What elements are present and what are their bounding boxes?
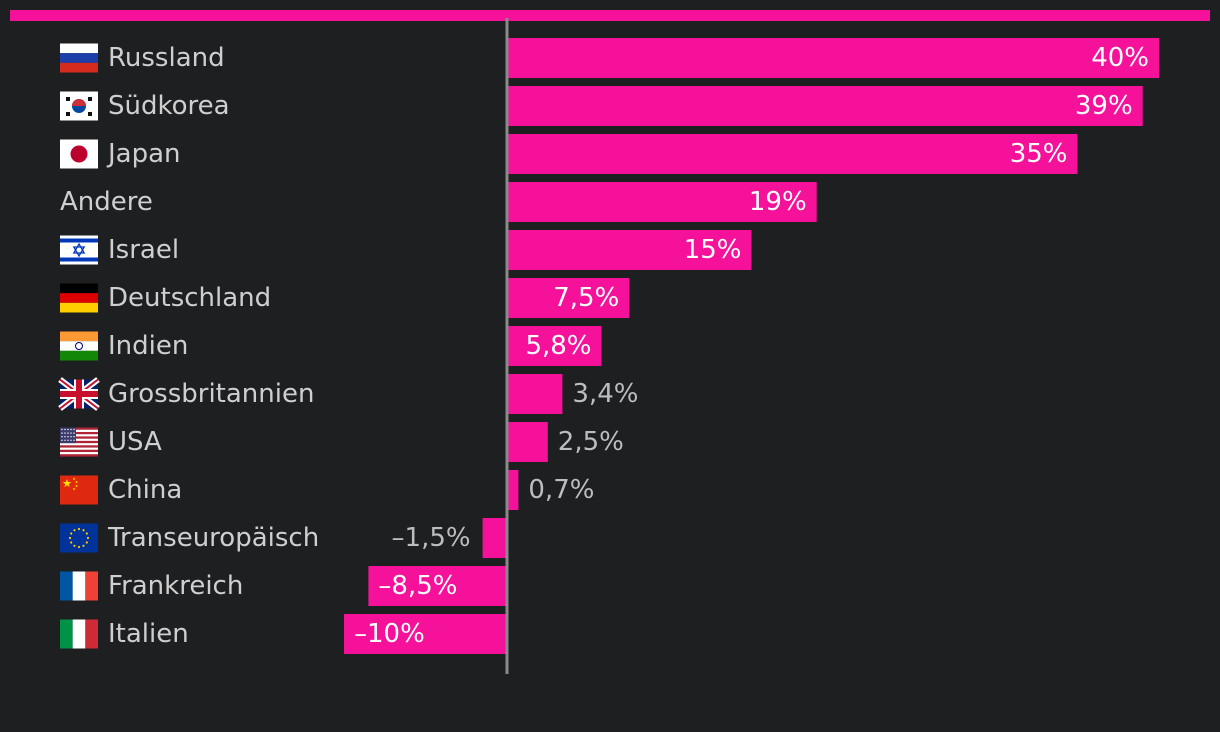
top-accent-bar — [10, 10, 1210, 21]
category-label-grossbritannien: Grossbritannien — [108, 379, 314, 409]
bar-deutschland — [507, 278, 630, 318]
value-label-indien: 5,8% — [525, 331, 591, 361]
category-label-italien: Italien — [108, 619, 189, 649]
labels-group: Russland 40% Südkorea 39% Japan 35% Andere 19% I… — [58, 43, 1149, 649]
category-label-indien: Indien — [108, 331, 188, 361]
japan-flag-icon — [60, 139, 98, 169]
italy-flag-icon — [60, 619, 98, 649]
value-label-china: 0,7% — [528, 475, 594, 505]
category-label-china: China — [108, 475, 182, 505]
south-korea-flag-icon — [60, 91, 98, 121]
category-label-andere: Andere — [60, 187, 153, 217]
value-label-grossbritannien: 3,4% — [572, 379, 638, 409]
category-label-japan: Japan — [106, 139, 181, 169]
bar-russland — [507, 38, 1159, 78]
value-label-usa: 2,5% — [558, 427, 624, 457]
value-label-deutschland: 7,5% — [553, 283, 619, 313]
india-flag-icon — [60, 331, 98, 361]
bar-israel — [507, 230, 752, 270]
bar-sudkorea — [507, 86, 1143, 126]
bar-usa — [507, 422, 548, 462]
bar-frankreich — [368, 566, 507, 606]
value-label-israel: 15% — [684, 235, 742, 265]
bars-group — [344, 38, 1159, 654]
france-flag-icon — [60, 571, 98, 601]
israel-flag-icon — [60, 235, 98, 265]
usa-flag-icon — [60, 427, 98, 457]
category-label-israel: Israel — [108, 235, 179, 265]
value-label-japan: 35% — [1010, 139, 1068, 169]
bar-italien — [344, 614, 507, 654]
category-label-deutschland: Deutschland — [108, 283, 271, 313]
value-label-italien: –10% — [354, 619, 425, 649]
russia-flag-icon — [60, 43, 98, 73]
bar-indien — [507, 326, 602, 366]
bar-andere — [507, 182, 817, 222]
category-label-usa: USA — [108, 427, 162, 457]
category-label-frankreich: Frankreich — [108, 571, 243, 601]
category-label-transeuropaisch: Transeuropäisch — [107, 523, 319, 553]
bar-grossbritannien — [507, 374, 563, 414]
value-label-frankreich: –8,5% — [378, 571, 457, 601]
uk-flag-icon — [58, 377, 100, 411]
eu-flag-icon — [60, 523, 98, 553]
bar-transeuropaisch — [482, 518, 508, 558]
category-label-russland: Russland — [108, 43, 225, 73]
category-label-sudkorea: Südkorea — [108, 91, 230, 121]
value-label-transeuropaisch: –1,5% — [392, 523, 471, 553]
value-label-andere: 19% — [749, 187, 807, 217]
germany-flag-icon — [60, 283, 98, 313]
value-label-sudkorea: 39% — [1075, 91, 1133, 121]
bar-japan — [507, 134, 1078, 174]
value-label-russland: 40% — [1091, 43, 1149, 73]
bar-china — [507, 470, 519, 510]
china-flag-icon — [60, 475, 98, 505]
